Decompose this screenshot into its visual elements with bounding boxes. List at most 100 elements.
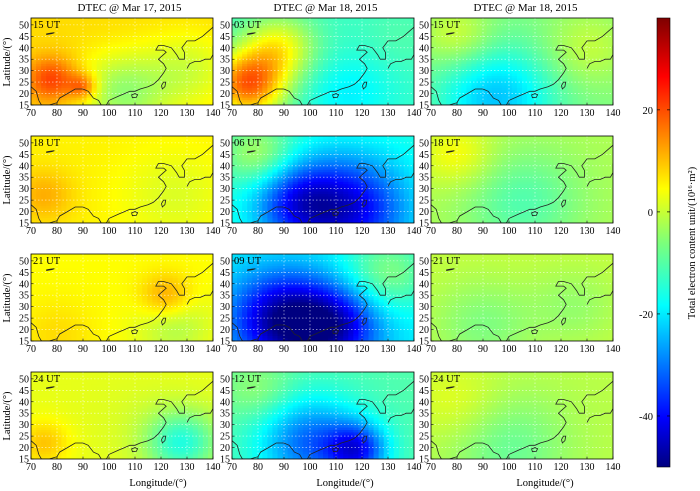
heatmap-cell [66, 314, 73, 318]
heatmap-cell [157, 61, 164, 65]
heatmap-cell [202, 73, 209, 77]
heatmap-cell [76, 292, 83, 296]
heatmap-cell [137, 261, 143, 265]
heatmap-cell [41, 430, 47, 434]
heatmap-cell [106, 326, 113, 330]
heatmap-cell [46, 295, 52, 299]
heatmap-cell [51, 177, 57, 181]
heatmap-cell [76, 59, 83, 63]
heatmap-cell [91, 324, 98, 328]
heatmap-cell [56, 44, 62, 48]
heatmap-cell [111, 30, 118, 34]
heatmap-cell [127, 51, 133, 55]
heatmap-cell [192, 393, 199, 397]
x-tick-label: 90 [78, 226, 88, 237]
heatmap-cell [182, 186, 189, 190]
heatmap-cell [142, 287, 148, 291]
heatmap-cell [147, 42, 153, 46]
heatmap-cell [41, 372, 47, 376]
heatmap-cell [132, 432, 138, 436]
heatmap-cell [202, 22, 209, 26]
heatmap-cell [162, 268, 169, 272]
heatmap-cell [81, 194, 88, 198]
heatmap-cell [36, 162, 42, 166]
heatmap-cell [137, 372, 143, 376]
heatmap-cell [147, 56, 153, 60]
heatmap-cell [162, 191, 169, 195]
heatmap-cell [91, 338, 98, 341]
heatmap-cell [202, 266, 209, 270]
heatmap-cell [81, 44, 88, 48]
heatmap-cell [172, 376, 179, 380]
heatmap-cell [106, 92, 113, 96]
heatmap-cell [127, 263, 133, 267]
heatmap-cell [192, 30, 199, 34]
heatmap-cell [101, 169, 108, 173]
heatmap-cell [101, 415, 108, 419]
heatmap-cell [127, 92, 133, 96]
heatmap-cell [91, 194, 98, 198]
heatmap-cell [142, 169, 148, 173]
heatmap-cell [106, 138, 113, 142]
heatmap-cell [157, 210, 164, 214]
heatmap-cell [46, 403, 52, 407]
heatmap-cell [76, 430, 83, 434]
heatmap-cell [36, 268, 42, 272]
heatmap-cell [197, 88, 204, 92]
heatmap-cell [36, 179, 42, 183]
heatmap-cell [51, 208, 57, 212]
heatmap-cell [127, 261, 133, 265]
heatmap-cell [66, 201, 73, 205]
heatmap-cell [162, 174, 169, 178]
heatmap-cell [71, 415, 78, 419]
heatmap-cell [81, 203, 88, 207]
heatmap-cell [51, 268, 57, 272]
heatmap-cell [106, 258, 113, 262]
heatmap-cell [66, 71, 73, 75]
heatmap-cell [76, 302, 83, 306]
heatmap-cell [127, 169, 133, 173]
heatmap-cell [96, 83, 103, 87]
heatmap-cell [202, 307, 209, 311]
heatmap-cell [172, 374, 179, 378]
heatmap-cell [61, 256, 67, 260]
heatmap-cell [61, 162, 67, 166]
heatmap-cell [187, 206, 194, 210]
heatmap-cell [91, 169, 98, 173]
heatmap-cell [116, 324, 123, 328]
heatmap-cell [172, 100, 179, 104]
heatmap-cell [157, 100, 164, 104]
heatmap-cell [106, 425, 113, 429]
heatmap-cell [202, 270, 209, 274]
heatmap-cell [197, 34, 204, 38]
heatmap-cell [127, 432, 133, 436]
heatmap-cell [192, 63, 199, 67]
heatmap-cell [197, 49, 204, 53]
heatmap-cell [61, 95, 67, 99]
heatmap-cell [147, 319, 153, 323]
heatmap-cell [101, 333, 108, 337]
heatmap-cell [101, 321, 108, 325]
heatmap-cell [142, 285, 148, 289]
heatmap-cell [106, 157, 113, 161]
heatmap-cell [142, 333, 148, 337]
heatmap-cell [137, 422, 143, 426]
heatmap-cell [202, 83, 209, 87]
heatmap-cell [76, 283, 83, 287]
heatmap-cell [197, 206, 204, 210]
heatmap-cell [167, 331, 174, 335]
heatmap-cell [66, 25, 73, 29]
heatmap-cell [71, 410, 78, 414]
heatmap-cell [111, 401, 118, 405]
heatmap-cell [162, 261, 169, 265]
heatmap-cell [61, 312, 67, 316]
heatmap-cell [192, 374, 199, 378]
heatmap-cell [202, 169, 209, 173]
heatmap-cell [172, 136, 179, 140]
heatmap-cell [106, 319, 113, 323]
heatmap-cell [147, 372, 153, 376]
heatmap-cell [81, 295, 88, 299]
heatmap-cell [31, 143, 37, 147]
heatmap-cell [182, 321, 189, 325]
heatmap-cell [61, 181, 67, 185]
